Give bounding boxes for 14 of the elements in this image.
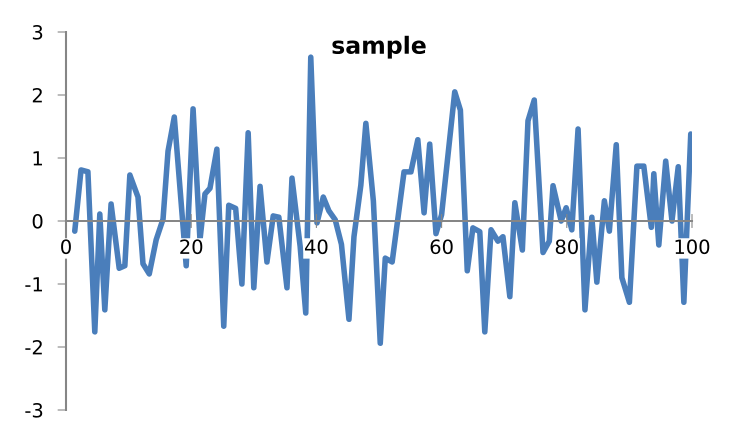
y-tick-label: 0 bbox=[32, 214, 42, 229]
x-tick-label: 60 bbox=[430, 239, 453, 254]
x-tick-label: 20 bbox=[180, 239, 202, 254]
x-tick-label: 40 bbox=[304, 239, 328, 254]
x-tick-label: 0 bbox=[61, 239, 71, 254]
chart-title: sample bbox=[332, 36, 426, 59]
y-tick-label: -3 bbox=[25, 402, 42, 418]
y-tick-label: -2 bbox=[25, 340, 42, 354]
y-tick-label: -1 bbox=[25, 277, 42, 292]
x-tick-label: 100 bbox=[676, 239, 710, 254]
x-tick-label: 80 bbox=[556, 239, 578, 254]
y-tick-label: 1 bbox=[34, 151, 42, 166]
y-tick-label: 3 bbox=[32, 24, 42, 40]
y-tick-label: 2 bbox=[32, 88, 42, 102]
